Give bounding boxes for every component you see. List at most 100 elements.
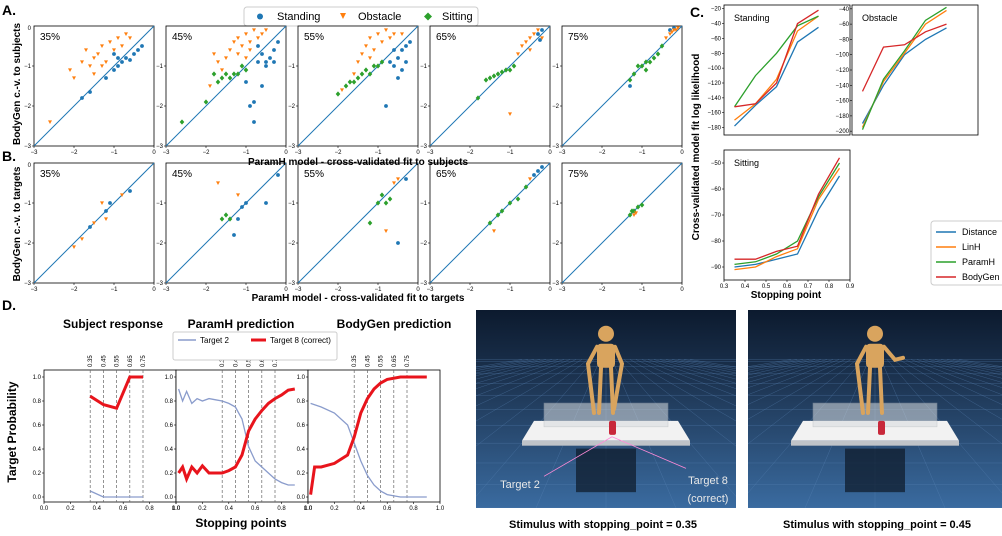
point-obstacle (236, 36, 240, 40)
stopping-point-label: 0.65 (128, 355, 134, 367)
point-sitting (211, 71, 217, 77)
legend-standing-marker (257, 13, 263, 20)
point-standing (264, 60, 268, 64)
target2-pointer (543, 436, 613, 477)
point-sitting (495, 212, 501, 218)
point-sitting (507, 200, 513, 206)
point-standing (120, 60, 124, 64)
stopping-point-label: 0.75 (405, 355, 411, 367)
floor-grid-line (748, 359, 852, 420)
point-standing (404, 44, 408, 48)
panel-c-y-tick: −50 (711, 161, 722, 167)
panel-d-x-tick: 0.6 (119, 506, 128, 512)
point-obstacle (72, 245, 76, 249)
row-b-panel-label: 35% (40, 169, 60, 180)
point-sitting (223, 71, 229, 77)
mannequin-left-arm (585, 344, 599, 415)
point-sitting (511, 63, 517, 69)
panel-d-ylabel: Target Probability (5, 381, 19, 482)
point-sitting (219, 75, 225, 81)
point-obstacle (392, 32, 396, 36)
panel-c-xlabel: Stopping point (751, 290, 822, 301)
stopping-point-label: 0.45 (365, 355, 371, 367)
row-b-x-tick: 0 (680, 287, 684, 293)
point-obstacle (384, 229, 388, 233)
legend-label-bodygen: BodyGen (962, 272, 1000, 282)
panel-c-ylabel: Cross-validated model fit log likelihood (691, 54, 702, 241)
point-obstacle (236, 193, 240, 197)
series-line-bodygen (734, 9, 819, 108)
point-obstacle (668, 32, 672, 36)
row-a-diagonal (297, 25, 419, 147)
point-obstacle (368, 36, 372, 40)
point-obstacle (68, 68, 72, 72)
point-sitting (655, 51, 661, 57)
legend-label-distance: Distance (962, 227, 997, 237)
row-a-scatter: 35% −3 −2 −1 0 0 −1 −2 −3 45% −3 −2 −1 0 −1 −2 −3 55% −3 −2… (24, 25, 684, 156)
panel-d-x-tick: 0.0 (40, 506, 49, 512)
panel-d-x-tick: 1.0 (436, 506, 445, 512)
point-standing (408, 40, 412, 44)
point-standing (108, 201, 112, 205)
panel-d-x-tick: 0.8 (145, 506, 154, 512)
panel-d-y-tick: 0.0 (165, 495, 174, 501)
panel-d-title-subject: Subject response (63, 317, 163, 331)
panel-d-y-tick: 0.6 (297, 423, 306, 429)
series-line-target2 (89, 490, 143, 498)
series-line-target8 (89, 375, 143, 410)
point-standing (392, 48, 396, 52)
row-b-y-tick: −2 (24, 241, 32, 247)
panel-c-y-tick: −180 (835, 114, 849, 120)
point-standing (396, 241, 400, 245)
row-b-diagonal (165, 162, 287, 284)
point-sitting (499, 208, 505, 214)
point-sitting (487, 220, 493, 226)
floor-grid-line (892, 359, 1002, 445)
panel-c-x-tick: 0.7 (804, 284, 813, 290)
point-obstacle (524, 40, 528, 44)
point-standing (536, 169, 540, 173)
point-sitting (495, 71, 501, 77)
point-obstacle (216, 181, 220, 185)
point-standing (532, 173, 536, 177)
point-standing (232, 233, 236, 237)
point-sitting (523, 184, 529, 190)
obstacle-panel (543, 402, 669, 428)
panel-d-x-tick: 0.0 (304, 506, 313, 512)
row-b-ylabel: BodyGen c.-v. to targets (12, 166, 23, 281)
legend-sitting-marker (424, 12, 432, 21)
point-standing (136, 48, 140, 52)
point-obstacle (396, 177, 400, 181)
row-b-x-tick: −1 (375, 287, 383, 293)
panel-d-y-tick: 0.8 (33, 399, 42, 405)
stimulus-caption-035: Stimulus with stopping_point = 0.35 (509, 519, 697, 531)
panel-d-x-tick: 0.2 (66, 506, 75, 512)
panel-d-legend: Target 2 Target 8 (correct) (172, 331, 338, 361)
panel-c-y-tick: −180 (707, 126, 721, 132)
row-a-y-tick: −3 (420, 144, 428, 150)
row-a-x-tick: −2 (467, 150, 475, 156)
series-line-linh (734, 15, 819, 121)
row-a-x-tick: 0 (416, 150, 420, 156)
row-a-x-tick: −1 (243, 150, 251, 156)
table-shadow (845, 448, 905, 493)
stopping-point-label: 0.65 (260, 355, 266, 367)
row-a-y-tick: −1 (420, 64, 428, 70)
row-b-y-tick: −1 (156, 201, 164, 207)
point-sitting (203, 99, 209, 105)
row-a-y-tick: −3 (156, 144, 164, 150)
point-obstacle (340, 88, 344, 92)
row-a-x-tick: −1 (375, 150, 383, 156)
point-sitting (231, 71, 237, 77)
point-sitting (363, 67, 369, 73)
point-standing (256, 44, 260, 48)
panel-c-y-tick: −80 (711, 239, 722, 245)
panel-c-y-tick: −80 (711, 51, 722, 57)
panel-c-y-tick: −160 (707, 111, 721, 117)
panel-d-y-tick: 0.4 (297, 447, 306, 453)
row-b-y-tick: −2 (552, 241, 560, 247)
floor-grid-line (904, 359, 1002, 405)
target2-label: Target 2 (500, 479, 540, 491)
point-standing (104, 209, 108, 213)
point-standing (404, 177, 408, 181)
